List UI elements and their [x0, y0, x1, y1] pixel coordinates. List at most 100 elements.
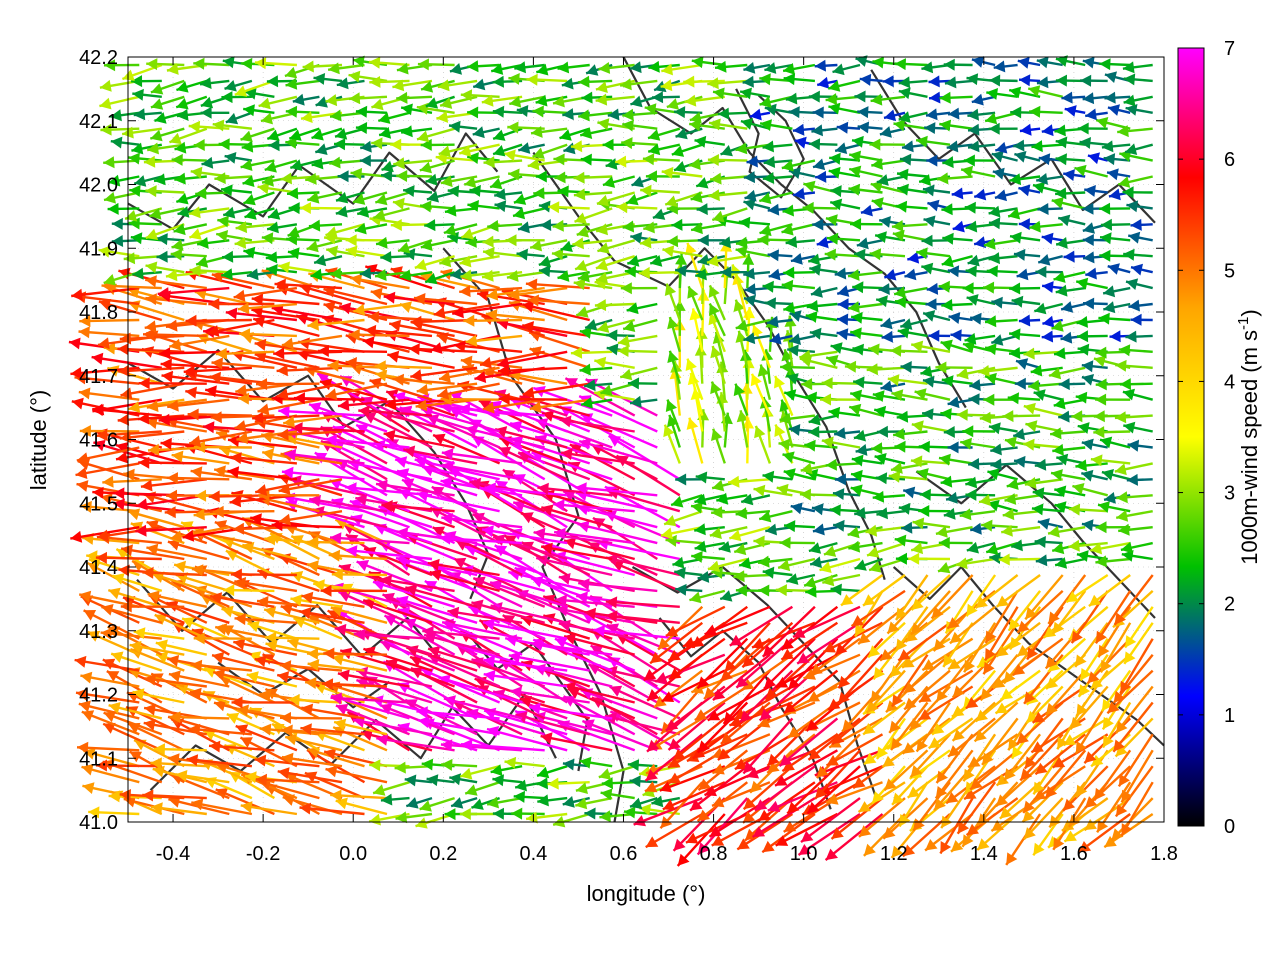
- wind-vector-head: [169, 670, 181, 682]
- wind-vector-head: [80, 672, 92, 684]
- wind-vector-head: [884, 110, 896, 122]
- wind-vector-head: [807, 300, 819, 312]
- wind-vector-head: [813, 159, 825, 171]
- wind-vector-head: [380, 251, 391, 263]
- wind-vector-head: [764, 62, 776, 74]
- wind-vector-head: [375, 360, 386, 372]
- wind-vector-head: [1031, 140, 1042, 152]
- wind-vector-head: [1078, 344, 1090, 356]
- wind-vector-head: [223, 56, 235, 68]
- y-tick-label: 41.4: [79, 557, 118, 579]
- colorbar-tick-label: 4: [1224, 371, 1235, 393]
- wind-vector-head: [1083, 251, 1095, 263]
- wind-vector-head: [154, 173, 166, 185]
- wind-vector-head: [1124, 74, 1136, 86]
- wind-vector-head: [786, 93, 798, 105]
- wind-vector-head: [527, 74, 538, 86]
- wind-vector-head: [1064, 251, 1075, 263]
- wind-vector-head: [540, 219, 551, 231]
- wind-vector-head: [513, 208, 525, 220]
- wind-vector-head: [1094, 410, 1105, 422]
- wind-vector-head: [874, 667, 886, 679]
- wind-vector-head: [1069, 504, 1080, 516]
- wind-vector-head: [536, 171, 547, 183]
- wind-vector-head: [1003, 508, 1015, 520]
- wind-vector-head: [1001, 688, 1013, 699]
- wind-vector-head: [434, 307, 446, 319]
- wind-vector-head: [858, 122, 870, 134]
- wind-vector-head: [860, 74, 872, 86]
- x-tick-label: 0.6: [610, 843, 638, 865]
- wind-vector-head: [1058, 411, 1069, 423]
- wind-vector-head: [418, 716, 430, 728]
- wind-vector-head: [622, 120, 634, 132]
- wind-vector-head: [493, 106, 504, 118]
- wind-vector-head: [191, 660, 203, 672]
- wind-vector-head: [1005, 436, 1017, 448]
- wind-vector-head: [328, 62, 340, 74]
- wind-vector-head: [1085, 109, 1097, 121]
- wind-vector-head: [708, 189, 720, 201]
- wind-vector-head: [995, 142, 1007, 154]
- wind-vector-head: [418, 58, 429, 70]
- wind-vector-head: [1115, 411, 1126, 423]
- wind-vector-head: [102, 476, 113, 488]
- wind-vector-head: [1127, 474, 1138, 486]
- wind-vector-head: [596, 94, 608, 106]
- wind-vector-head: [948, 441, 959, 453]
- wind-vector-head: [174, 173, 186, 185]
- wind-vector-head: [387, 351, 399, 363]
- wind-vector-head: [1061, 301, 1073, 313]
- wind-vector-head: [944, 426, 955, 438]
- wind-vector-head: [769, 269, 781, 281]
- wind-vector-head: [662, 245, 674, 257]
- wind-vector-head: [1107, 168, 1119, 180]
- wind-vector-head: [346, 234, 357, 246]
- wind-vector-head: [929, 737, 941, 748]
- wind-vector-head: [82, 782, 94, 794]
- wind-vector-head: [907, 252, 919, 264]
- wind-vector-head: [904, 269, 916, 281]
- wind-vector-head: [615, 156, 626, 168]
- wind-vector-head: [603, 139, 614, 151]
- wind-vector-head: [922, 408, 934, 420]
- wind-vector-head: [900, 154, 911, 166]
- wind-vector-head: [338, 170, 349, 182]
- wind-vector-head: [436, 111, 448, 123]
- wind-vector-head: [405, 775, 417, 787]
- wind-vector-head: [69, 338, 81, 350]
- wind-vector-head: [618, 335, 630, 347]
- wind-vector-head: [1068, 540, 1080, 552]
- wind-vector-head: [941, 299, 952, 311]
- wind-vector-head: [895, 296, 907, 308]
- wind-vector-head: [597, 242, 609, 254]
- wind-vector-head: [363, 336, 375, 348]
- wind-vector-head: [696, 472, 708, 484]
- x-tick-label: 1.4: [970, 843, 998, 865]
- wind-vector-head: [621, 282, 632, 294]
- x-tick-label: -0.2: [246, 843, 280, 865]
- wind-vector-head: [277, 364, 288, 376]
- wind-vector-head: [174, 561, 186, 573]
- wind-vector-head: [834, 427, 846, 439]
- wind-vector-head: [891, 462, 903, 474]
- wind-vector-head: [1032, 504, 1044, 516]
- wind-vector-head: [837, 122, 849, 134]
- wind-vector-head: [809, 91, 820, 103]
- wind-vector-head: [1093, 426, 1104, 438]
- wind-vector-head: [754, 485, 766, 497]
- wind-vector-head: [1128, 232, 1140, 244]
- wind-vector-head: [461, 739, 472, 751]
- wind-vector-head: [851, 312, 863, 324]
- wind-vector-head: [948, 396, 960, 408]
- wind-vector-head: [667, 98, 679, 110]
- wind-vector-head: [783, 267, 794, 279]
- wind-vector-head: [266, 251, 277, 263]
- wind-vector-head: [603, 176, 615, 188]
- wind-vector-head: [117, 343, 128, 355]
- wind-vector-head: [876, 472, 887, 484]
- wind-vector-head: [776, 584, 787, 596]
- wind-vector-head: [574, 172, 585, 184]
- wind-vector-head: [416, 817, 428, 828]
- wind-vector-head: [624, 806, 635, 818]
